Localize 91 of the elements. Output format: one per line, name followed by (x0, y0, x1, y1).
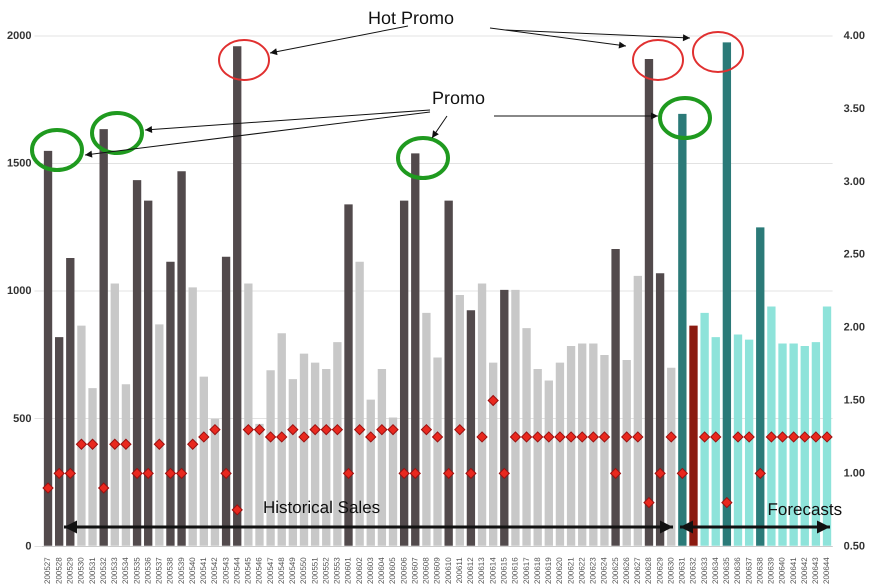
y2-tick-label: 1.00 (844, 467, 866, 480)
x-tick-label: 200630 (666, 556, 676, 584)
x-tick-label: 200605 (388, 556, 398, 584)
x-tick-label: 200638 (755, 556, 764, 584)
x-tick-label: 200532 (98, 556, 108, 584)
x-tick-label: 200608 (422, 556, 431, 584)
x-tick-label: 200632 (688, 556, 698, 584)
x-tick-label: 200644 (822, 556, 832, 584)
x-tick-label: 200621 (566, 556, 576, 584)
y-tick-label: 500 (13, 412, 32, 425)
x-tick-label: 200543 (221, 556, 230, 584)
x-tick-label: 200551 (310, 556, 320, 584)
x-tick-label: 200538 (166, 556, 175, 584)
y-tick-label: 0 (25, 540, 32, 552)
x-tick-label: 200544 (232, 556, 242, 584)
x-tick-label: 200640 (778, 556, 787, 584)
x-tick-label: 200615 (500, 556, 509, 584)
x-tick-label: 200635 (722, 556, 732, 584)
x-tick-label: 200603 (366, 556, 375, 584)
x-tick-label: 200613 (477, 556, 486, 584)
x-tick-label: 200537 (154, 556, 164, 584)
x-tick-label: 200609 (432, 556, 442, 584)
y2-tick-label: 3.50 (844, 102, 866, 115)
x-tick-label: 200616 (510, 556, 520, 584)
x-tick-label: 200528 (54, 556, 64, 584)
x-tick-label: 200546 (254, 556, 264, 584)
x-tick-label: 200629 (655, 556, 664, 584)
x-tick-label: 200625 (610, 556, 620, 584)
x-tick-label: 200639 (766, 556, 776, 584)
x-tick-label: 200627 (633, 556, 642, 584)
x-tick-label: 200552 (321, 556, 330, 584)
x-tick-label: 200641 (788, 556, 798, 584)
x-tick-label: 200612 (466, 556, 476, 584)
y-tick-label: 1000 (6, 285, 32, 298)
x-tick-label: 200607 (410, 556, 420, 584)
y-tick-label: 2000 (6, 30, 32, 42)
x-tick-label: 200539 (176, 556, 186, 584)
x-tick-label: 200601 (344, 556, 353, 584)
x-tick-label: 200626 (622, 556, 631, 584)
x-tick-label: 200547 (266, 556, 275, 584)
x-tick-label: 200643 (811, 556, 820, 584)
x-tick-label: 200619 (544, 556, 554, 584)
x-tick-label: 200606 (399, 556, 408, 584)
x-tick-label: 200604 (377, 556, 386, 584)
x-tick-label: 200631 (678, 556, 687, 584)
x-tick-label: 200531 (88, 556, 97, 584)
x-tick-label: 200541 (199, 556, 208, 584)
bar (100, 129, 108, 546)
x-tick-label: 200527 (43, 556, 52, 584)
y2-tick-label: 0.50 (844, 540, 866, 552)
bar (722, 42, 732, 546)
x-tick-label: 200535 (132, 556, 142, 584)
x-tick-label: 200637 (744, 556, 754, 584)
x-tick-label: 200614 (488, 556, 498, 584)
x-tick-label: 200540 (188, 556, 197, 584)
x-tick-label: 200642 (800, 556, 809, 584)
x-tick-label: 200536 (143, 556, 152, 584)
x-tick-label: 200549 (288, 556, 298, 584)
x-tick-label: 200534 (121, 556, 130, 584)
bar (644, 58, 654, 546)
x-tick-label: 200628 (644, 556, 654, 584)
x-tick-label: 200529 (65, 556, 74, 584)
y2-tick-label: 1.50 (844, 394, 866, 407)
x-tick-label: 200624 (600, 556, 609, 584)
x-tick-label: 200633 (700, 556, 709, 584)
x-tick-label: 200634 (710, 556, 720, 584)
x-tick-label: 200530 (76, 556, 86, 584)
x-tick-label: 200548 (276, 556, 286, 584)
x-tick-label: 200623 (588, 556, 598, 584)
y2-tick-label: 4.00 (844, 30, 866, 42)
y2-tick-label: 2.00 (844, 322, 866, 334)
x-tick-label: 200533 (110, 556, 120, 584)
x-tick-label: 200602 (354, 556, 364, 584)
y2-tick-label: 3.00 (844, 176, 866, 188)
x-tick-label: 200636 (733, 556, 742, 584)
bar (233, 46, 242, 546)
x-tick-label: 200617 (522, 556, 531, 584)
x-tick-label: 200542 (210, 556, 220, 584)
bar (678, 114, 687, 546)
y-tick-label: 1500 (6, 158, 32, 170)
x-tick-label: 200611 (454, 556, 464, 584)
x-tick-label: 200553 (332, 556, 342, 584)
text: Hot Promo (368, 8, 454, 29)
x-tick-label: 200610 (444, 556, 453, 584)
x-tick-label: 200550 (299, 556, 308, 584)
y2-tick-label: 2.50 (844, 248, 866, 261)
annotation: Promo (432, 88, 486, 109)
x-tick-label: 200545 (244, 556, 253, 584)
x-tick-label: 200618 (532, 556, 542, 584)
x-tick-label: 200622 (577, 556, 586, 584)
x-tick-label: 200620 (555, 556, 564, 584)
